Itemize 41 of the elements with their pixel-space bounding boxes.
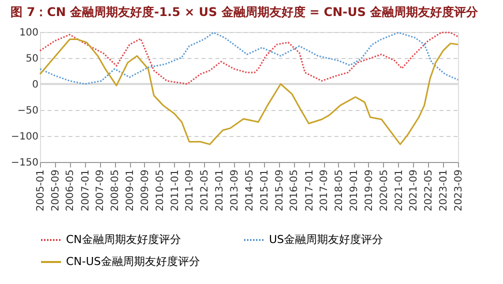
y-tick-label: 100 <box>19 28 38 38</box>
legend-label: CN-US金融周期友好度评分 <box>66 255 200 268</box>
line-series <box>39 32 459 85</box>
x-tick-label: 2013-09 <box>230 170 241 212</box>
x-tick-label: 2010-05 <box>154 170 166 212</box>
x-tick-label: 2015-09 <box>274 170 286 212</box>
x-tick-label: 2019-09 <box>364 170 375 212</box>
x-tick-label: 2005-01 <box>36 170 46 212</box>
y-tick-label: −100 <box>11 132 38 142</box>
x-tick-label: 2015-01 <box>259 170 270 212</box>
x-tick-label: 2011-09 <box>184 170 196 212</box>
x-tick-label: 2020-05 <box>378 170 390 212</box>
x-tick-label: 2009-01 <box>125 170 136 212</box>
legend-label: US金融周期友好度评分 <box>269 233 384 246</box>
x-tick-label: 2021-09 <box>408 170 420 212</box>
x-tick-label: 2017-09 <box>319 170 330 212</box>
y-tick-label: 0 <box>32 80 38 90</box>
x-tick-label: 2008-05 <box>110 170 122 212</box>
chart-title: 图 7：CN 金融周期友好度-1.5 × US 金融周期友好度 = CN-US 金融周期友好度评分 <box>10 5 480 19</box>
x-tick-label: 2017-01 <box>304 170 316 212</box>
y-tick-label: −50 <box>17 106 38 116</box>
x-tick-label: 2012-05 <box>200 170 211 212</box>
x-tick-label: 2023-09 <box>454 170 464 212</box>
legend-label: CN金融周期友好度评分 <box>66 233 181 246</box>
x-tick-label: 2022-05 <box>424 170 435 212</box>
x-tick-label: 2018-05 <box>334 170 345 212</box>
x-tick-label: 2016-05 <box>289 170 300 212</box>
x-tick-label: 2011-01 <box>170 170 181 212</box>
x-tick-label: 2013-01 <box>214 170 226 212</box>
y-tick-label: 50 <box>26 54 38 64</box>
x-tick-label: 2007-01 <box>80 170 92 212</box>
line-series <box>39 38 459 146</box>
x-tick-label: 2021-01 <box>394 170 405 212</box>
x-tick-label: 2014-05 <box>244 170 256 212</box>
x-tick-label: 2023-01 <box>438 170 450 212</box>
y-tick-label: −150 <box>11 158 38 168</box>
x-tick-label: 2005-09 <box>50 170 62 212</box>
x-tick-label: 2009-09 <box>140 170 151 212</box>
x-tick-label: 2019-01 <box>349 170 360 212</box>
x-tick-label: 2007-09 <box>95 170 106 212</box>
x-tick-label: 2006-05 <box>65 170 76 212</box>
